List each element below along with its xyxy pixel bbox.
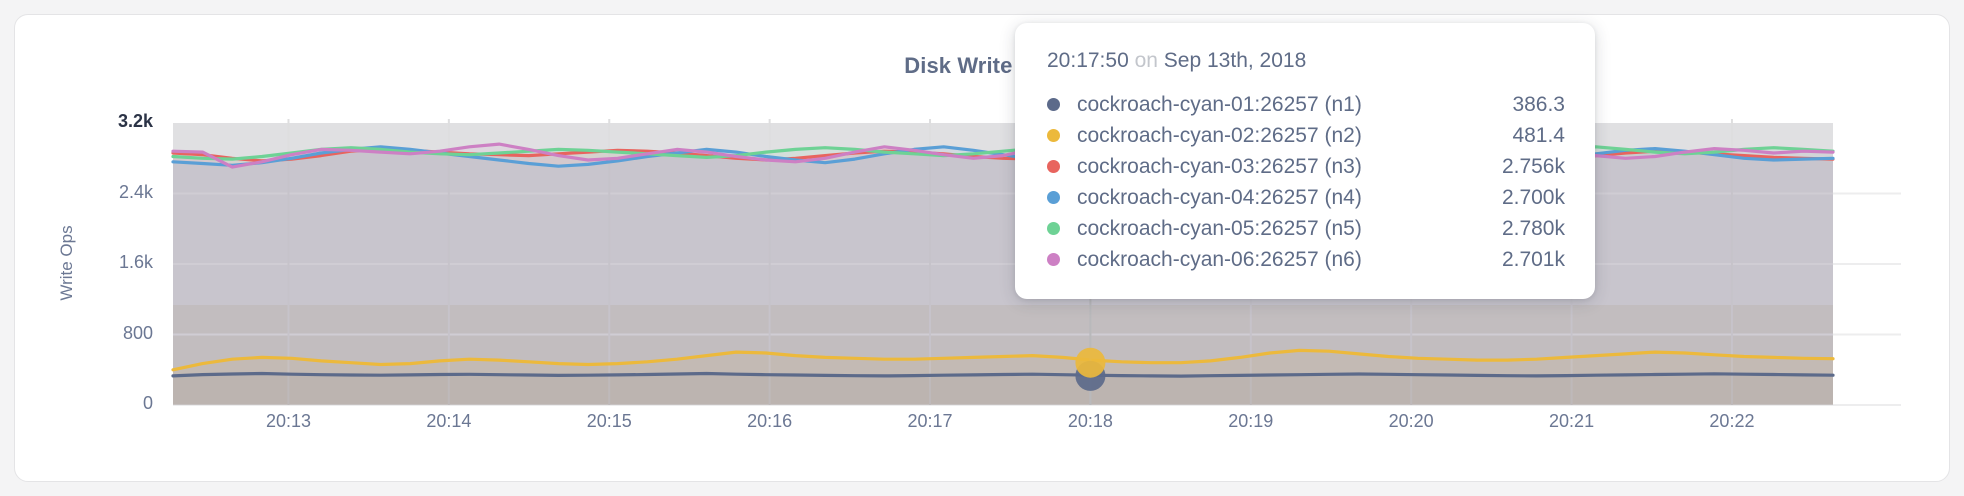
- tooltip-header: 20:17:50 on Sep 13th, 2018: [1047, 49, 1565, 73]
- tooltip-series-label: cockroach-cyan-01:26257 (n1): [1077, 92, 1362, 116]
- tooltip-series-value: 2.700k: [1501, 185, 1565, 209]
- x-axis-tick-label: 20:20: [1388, 411, 1434, 431]
- x-axis-tick-label: 20:13: [265, 411, 311, 431]
- x-axis-tick-label: 20:16: [747, 411, 793, 431]
- tooltip-on-word: on: [1134, 49, 1158, 72]
- tooltip-series-label: cockroach-cyan-06:26257 (n6): [1077, 247, 1362, 271]
- tooltip-row: cockroach-cyan-02:26257 (n2) 481.4: [1047, 120, 1565, 151]
- tooltip-row: cockroach-cyan-03:26257 (n3) 2.756k: [1047, 151, 1565, 182]
- tooltip-series-label: cockroach-cyan-03:26257 (n3): [1077, 154, 1362, 178]
- series-color-dot-icon: [1047, 160, 1060, 173]
- chart-plot-wrapper: Write Ops 3.2k 2.4k 1.6k 800 0 20:13 20:14 20:…: [15, 15, 1951, 483]
- y-axis-tick-label: 0: [142, 393, 153, 413]
- x-axis-tick-label: 20:17: [907, 411, 953, 431]
- tooltip-series-label: cockroach-cyan-04:26257 (n4): [1077, 185, 1362, 209]
- tooltip-row: cockroach-cyan-05:26257 (n5) 2.780k: [1047, 213, 1565, 244]
- tooltip-row: cockroach-cyan-04:26257 (n4) 2.700k: [1047, 182, 1565, 213]
- tooltip-time: 20:17:50: [1047, 49, 1129, 72]
- series-line-2[interactable]: [171, 348, 1835, 372]
- tooltip-row: cockroach-cyan-06:26257 (n6) 2.701k: [1047, 244, 1565, 275]
- tooltip-date: Sep 13th, 2018: [1163, 49, 1307, 72]
- series-area-1: [173, 373, 1833, 405]
- x-axis-tick-label: 20:22: [1709, 411, 1755, 431]
- tooltip-series-value: 386.3: [1512, 92, 1565, 116]
- series-color-dot-icon: [1047, 253, 1060, 266]
- tooltip-series-value: 481.4: [1512, 123, 1565, 147]
- hover-marker-2[interactable]: [1075, 347, 1106, 378]
- y-axis-tick-label: 3.2k: [117, 111, 153, 131]
- series-color-dot-icon: [1047, 191, 1060, 204]
- tooltip-series-label: cockroach-cyan-05:26257 (n5): [1077, 216, 1362, 240]
- tooltip-series-value: 2.756k: [1501, 154, 1565, 178]
- tooltip-row: cockroach-cyan-01:26257 (n1) 386.3: [1047, 89, 1565, 120]
- x-axis-tick-label: 20:21: [1549, 411, 1595, 431]
- series-area-2: [173, 350, 1833, 405]
- y-axis-tick-label: 1.6k: [118, 252, 153, 272]
- y-axis-tick-label: 800: [122, 322, 153, 343]
- chart-card: Disk Write Ops Write Ops 3.2k 2.4k 1.6k 800…: [14, 14, 1950, 482]
- hover-tooltip: 20:17:50 on Sep 13th, 2018 cockroach-cya…: [1015, 23, 1595, 299]
- series-color-dot-icon: [1047, 222, 1060, 235]
- series-color-dot-icon: [1047, 98, 1060, 111]
- x-axis-tick-label: 20:18: [1067, 411, 1113, 431]
- series-line-1[interactable]: [171, 371, 1835, 378]
- tooltip-series-value: 2.780k: [1501, 216, 1565, 240]
- y-axis-tick-label: 2.4k: [118, 181, 153, 202]
- x-axis-tick-label: 20:19: [1228, 411, 1274, 431]
- tooltip-series-label: cockroach-cyan-02:26257 (n2): [1077, 123, 1362, 147]
- tooltip-series-list: cockroach-cyan-01:26257 (n1) 386.3 cockroa…: [1047, 89, 1565, 275]
- tooltip-series-value: 2.701k: [1501, 247, 1565, 271]
- x-axis-tick-label: 20:15: [586, 411, 632, 431]
- x-axis-tick-label: 20:14: [426, 411, 472, 431]
- series-color-dot-icon: [1047, 129, 1060, 142]
